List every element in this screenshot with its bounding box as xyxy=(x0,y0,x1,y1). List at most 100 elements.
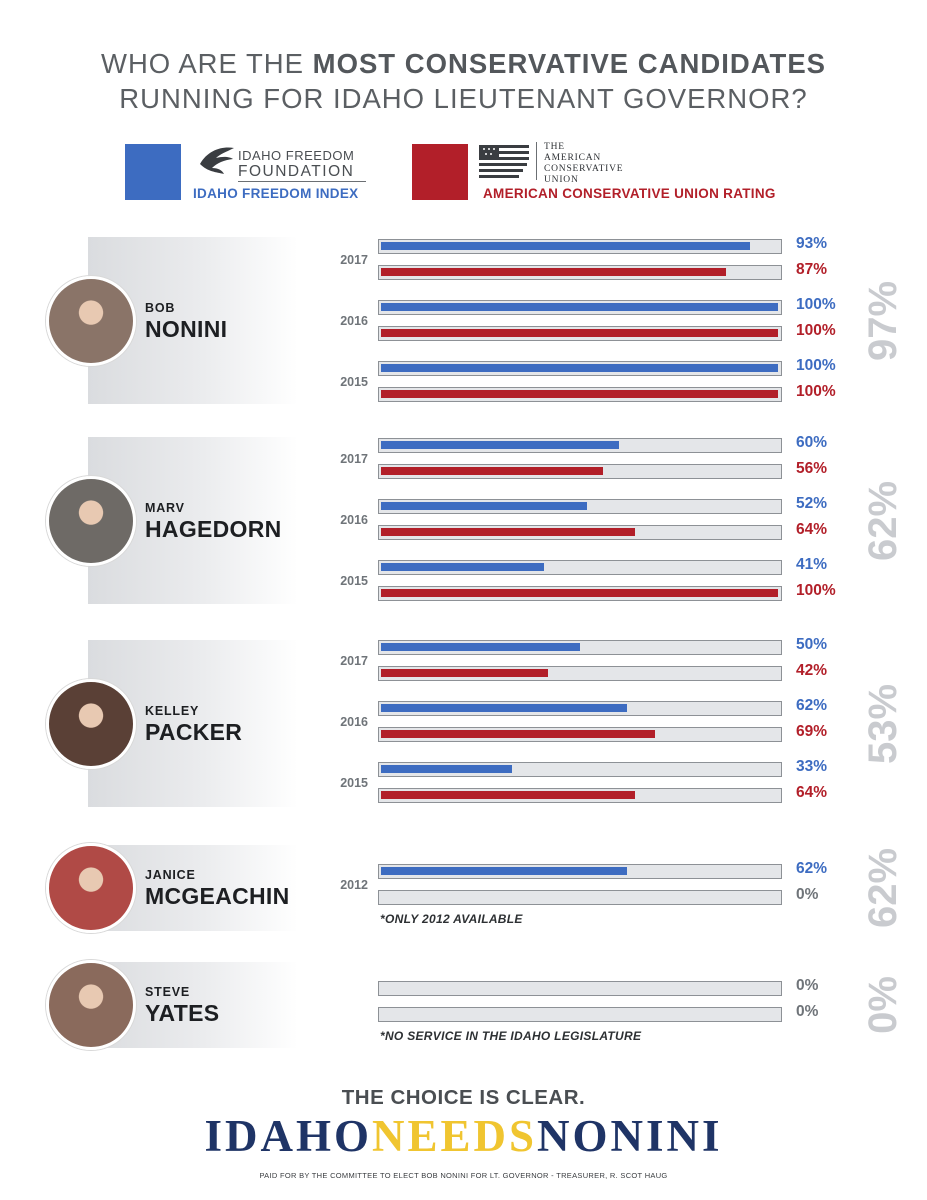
acu-bar xyxy=(381,467,604,475)
candidate-last-name: HAGEDORN xyxy=(145,515,282,542)
iff-bar xyxy=(381,242,751,250)
acu-bar-track xyxy=(378,265,782,280)
avatar xyxy=(46,843,136,933)
iff-value-label: 62% xyxy=(796,860,828,877)
iff-bar-track xyxy=(378,300,782,315)
iff-value-label: 52% xyxy=(796,495,828,512)
acu-value-label: 56% xyxy=(796,460,828,477)
acu-legend-label: AMERICAN CONSERVATIVE UNION RATING xyxy=(483,186,776,201)
year-label: 2017 xyxy=(340,654,368,668)
overall-score: 0% xyxy=(861,976,905,1034)
candidate-last-name: YATES xyxy=(145,1000,220,1026)
overall-score: 62% xyxy=(861,847,905,929)
iff-bar-track xyxy=(378,239,782,254)
iff-value-label: 60% xyxy=(796,434,828,451)
iff-bar xyxy=(381,765,512,773)
overall-score: 62% xyxy=(861,480,905,561)
iff-logo-text-1: IDAHO FREEDOM xyxy=(238,148,355,163)
year-label: 2017 xyxy=(340,452,368,466)
iff-value-label: 100% xyxy=(796,357,836,374)
acu-bar xyxy=(381,791,636,799)
candidate-last-name: NONINI xyxy=(145,315,228,342)
avatar xyxy=(46,275,136,366)
iff-bar-track xyxy=(378,499,782,514)
iff-bar-track xyxy=(378,361,782,376)
eagle-icon xyxy=(200,147,234,174)
iff-value-label: 93% xyxy=(796,235,828,252)
iff-bar xyxy=(381,563,544,571)
acu-value-label: 69% xyxy=(796,723,828,740)
iff-value-label: 0% xyxy=(796,977,819,994)
acu-value-label: 87% xyxy=(796,261,828,278)
acu-value-label: 42% xyxy=(796,662,828,679)
iff-value-label: 62% xyxy=(796,697,828,714)
year-label: 2016 xyxy=(340,715,368,729)
slogan-word-1: IDAHO xyxy=(204,1111,372,1161)
year-label: 2016 xyxy=(340,513,368,527)
page-title-line2: RUNNING FOR IDAHO LIEUTENANT GOVERNOR? xyxy=(119,83,808,114)
paid-for-disclaimer: PAID FOR BY THE COMMITTEE TO ELECT BOB N… xyxy=(259,1171,668,1180)
slogan: IDAHONEEDSNONINI xyxy=(0,1110,927,1162)
iff-bar-track xyxy=(378,762,782,777)
acu-bar-track xyxy=(378,387,782,402)
candidate-first-name: JANICE xyxy=(145,868,196,882)
flag-icon xyxy=(479,145,529,178)
iff-legend-label: IDAHO FREEDOM INDEX xyxy=(193,186,359,201)
iff-bar-track xyxy=(378,560,782,575)
year-label: 2015 xyxy=(340,375,368,389)
acu-bar-track xyxy=(378,890,782,905)
year-label: 2012 xyxy=(340,878,368,892)
iff-value-label: 100% xyxy=(796,296,836,313)
iff-bar xyxy=(381,867,628,875)
slogan-word-3: NONINI xyxy=(537,1111,723,1161)
acu-bar-track xyxy=(378,666,782,681)
iff-value-label: 50% xyxy=(796,636,828,653)
acu-legend-swatch xyxy=(412,144,468,200)
iff-legend-swatch xyxy=(125,144,181,200)
acu-bar-track xyxy=(378,727,782,742)
year-label: 2017 xyxy=(340,253,368,267)
iff-bar xyxy=(381,704,628,712)
year-label: 2015 xyxy=(340,776,368,790)
candidate-first-name: KELLEY xyxy=(145,703,200,718)
iff-value-label: 41% xyxy=(796,556,828,573)
year-label: 2015 xyxy=(340,574,368,588)
avatar xyxy=(46,678,136,769)
iff-bar xyxy=(381,441,620,449)
page-title-line1: WHO ARE THE MOST CONSERVATIVE CANDIDATES xyxy=(100,48,827,79)
avatar xyxy=(46,475,136,566)
iff-value-label: 33% xyxy=(796,758,828,775)
acu-bar xyxy=(381,730,655,738)
acu-value-label: 100% xyxy=(796,322,836,339)
avatar xyxy=(46,960,136,1050)
iff-bar-track xyxy=(378,701,782,716)
candidate-note: *ONLY 2012 AVAILABLE xyxy=(380,912,523,926)
iff-bar-track xyxy=(378,438,782,453)
acu-bar xyxy=(381,268,727,276)
candidate-last-name: MCGEACHIN xyxy=(145,883,290,909)
acu-value-label: 64% xyxy=(796,521,828,538)
acu-bar xyxy=(381,329,778,337)
acu-value-label: 100% xyxy=(796,383,836,400)
iff-bar xyxy=(381,643,580,651)
acu-bar xyxy=(381,528,636,536)
acu-value-label: 64% xyxy=(796,784,828,801)
idaho-freedom-foundation-logo: IDAHO FREEDOM FOUNDATION xyxy=(198,144,368,182)
acu-value-label: 0% xyxy=(796,1003,819,1020)
iff-bar-track xyxy=(378,864,782,879)
candidate-first-name: STEVE xyxy=(145,985,190,999)
slogan-word-2: NEEDS xyxy=(371,1111,538,1161)
acu-value-label: 0% xyxy=(796,886,819,903)
candidate-first-name: BOB xyxy=(145,300,176,315)
iff-bar-track xyxy=(378,981,782,996)
acu-bar-track xyxy=(378,788,782,803)
iff-bar xyxy=(381,303,778,311)
acu-value-label: 100% xyxy=(796,582,836,599)
acu-bar-track xyxy=(378,525,782,540)
acu-bar-track xyxy=(378,326,782,341)
candidate-first-name: MARV xyxy=(145,500,185,515)
acu-bar xyxy=(381,669,548,677)
acu-bar xyxy=(381,589,778,597)
iff-bar xyxy=(381,364,778,372)
overall-score: 53% xyxy=(861,683,905,764)
